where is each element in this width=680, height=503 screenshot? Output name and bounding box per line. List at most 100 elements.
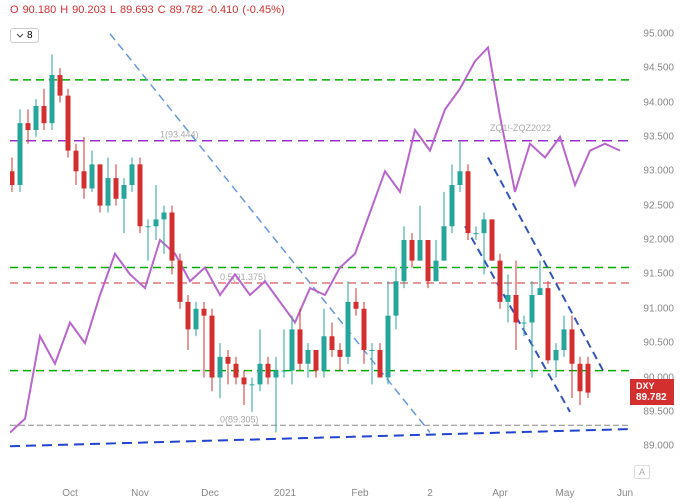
x-axis-label: Oct <box>62 488 78 499</box>
change-pct: (-0.45%) <box>242 4 284 16</box>
x-axis-label: 2021 <box>274 488 296 499</box>
candle-body <box>418 240 423 261</box>
candle-body <box>466 171 471 233</box>
candle-body <box>210 316 215 378</box>
h-label: H <box>60 4 68 16</box>
candle-body <box>58 75 63 96</box>
y-axis-label: 89.000 <box>643 441 674 452</box>
candle-body <box>490 219 495 260</box>
candle-body <box>50 75 55 123</box>
fib-label: 1(93.444) <box>160 130 199 140</box>
candle-body <box>26 123 31 130</box>
candle-body <box>202 309 207 316</box>
x-axis-label: May <box>556 488 575 499</box>
y-axis-label: 91.500 <box>643 269 674 280</box>
l-label: L <box>110 4 116 16</box>
candle-body <box>18 123 23 185</box>
y-axis-label: 93.500 <box>643 131 674 142</box>
candle-body <box>554 350 559 360</box>
candle-body <box>66 96 71 151</box>
right-marker[interactable]: A <box>634 465 650 479</box>
y-axis-label: 90.500 <box>643 338 674 349</box>
y-axis-label: 94.500 <box>643 63 674 74</box>
candle-body <box>442 226 447 260</box>
candle-body <box>298 329 303 363</box>
candle-body <box>146 226 151 227</box>
candle-body <box>226 357 231 364</box>
ohlc-header: O 90.180 H 90.203 L 89.693 C 89.782 -0.4… <box>10 4 285 16</box>
candle-body <box>474 233 479 234</box>
y-axis-label: 95.000 <box>643 28 674 39</box>
candle-body <box>330 336 335 350</box>
candle-body <box>42 106 47 123</box>
candle-body <box>370 350 375 351</box>
candle-body <box>538 288 543 295</box>
x-axis: Oct Nov Dec 2021 Feb 2 Apr May Jun <box>10 483 630 503</box>
o-label: O <box>10 4 19 16</box>
candle-body <box>426 240 431 281</box>
candle-body <box>586 364 591 393</box>
y-axis-label: 91.000 <box>643 303 674 314</box>
candle-body <box>546 288 551 360</box>
candle-body <box>138 164 143 226</box>
legend-text: ZQ1!-ZQZ2022 <box>490 123 551 133</box>
candle-body <box>242 378 247 385</box>
candle-body <box>498 261 503 302</box>
candle-body <box>258 364 263 385</box>
change-value: -0.410 <box>207 4 238 16</box>
trend-line <box>10 429 630 446</box>
candle-body <box>378 350 383 378</box>
h-value: 90.203 <box>72 4 106 16</box>
chart-svg[interactable]: 1(93.444) 0.5(91.375) 0(89.305) ZQ1!-ZQZ202… <box>10 20 630 460</box>
c-label: C <box>158 4 166 16</box>
y-axis: 95.00094.50094.00093.50093.00092.50092.0… <box>630 20 680 460</box>
candle-body <box>106 178 111 206</box>
candle-body <box>338 350 343 357</box>
l-value: 89.693 <box>120 4 154 16</box>
secondary-series <box>10 48 620 433</box>
x-axis-label: Apr <box>492 488 508 499</box>
x-axis-label: Feb <box>351 488 368 499</box>
x-axis-label: 2 <box>427 488 433 499</box>
y-axis-label: 92.000 <box>643 235 674 246</box>
candle-body <box>74 151 79 172</box>
candle-body <box>130 164 135 185</box>
price-tag: DXY 89.782 <box>630 379 674 405</box>
y-axis-label: 89.500 <box>643 406 674 417</box>
candle-body <box>410 240 415 261</box>
candle-body <box>578 364 583 392</box>
candle-body <box>170 213 175 261</box>
candle-body <box>530 295 535 323</box>
y-axis-label: 94.000 <box>643 97 674 108</box>
candle-body <box>34 106 39 130</box>
candle-body <box>506 295 511 302</box>
candle-body <box>394 281 399 315</box>
candle-body <box>266 364 271 378</box>
fib-label: 0.5(91.375) <box>220 272 266 282</box>
candle-body <box>514 295 519 323</box>
candle-body <box>234 364 239 378</box>
candle-body <box>82 171 87 188</box>
candle-body <box>402 240 407 281</box>
x-axis-label: Dec <box>201 488 219 499</box>
candle-body <box>122 185 127 199</box>
candle-body <box>346 302 351 357</box>
x-axis-label: Nov <box>131 488 149 499</box>
candle-body <box>186 302 191 330</box>
candle-body <box>218 357 223 378</box>
fib-label: 0(89.305) <box>220 414 259 424</box>
candle-body <box>570 329 575 363</box>
candle-body <box>290 329 295 370</box>
o-value: 90.180 <box>23 4 57 16</box>
candle-body <box>10 171 15 185</box>
candle-body <box>386 316 391 378</box>
candle-body <box>282 371 287 372</box>
c-value: 89.782 <box>170 4 204 16</box>
candle-body <box>450 185 455 226</box>
candle-body <box>362 309 367 350</box>
candle-body <box>458 171 463 185</box>
candle-body <box>194 309 199 330</box>
x-axis-label: Jun <box>617 488 633 499</box>
candle-body <box>90 164 95 188</box>
candle-body <box>250 384 255 385</box>
